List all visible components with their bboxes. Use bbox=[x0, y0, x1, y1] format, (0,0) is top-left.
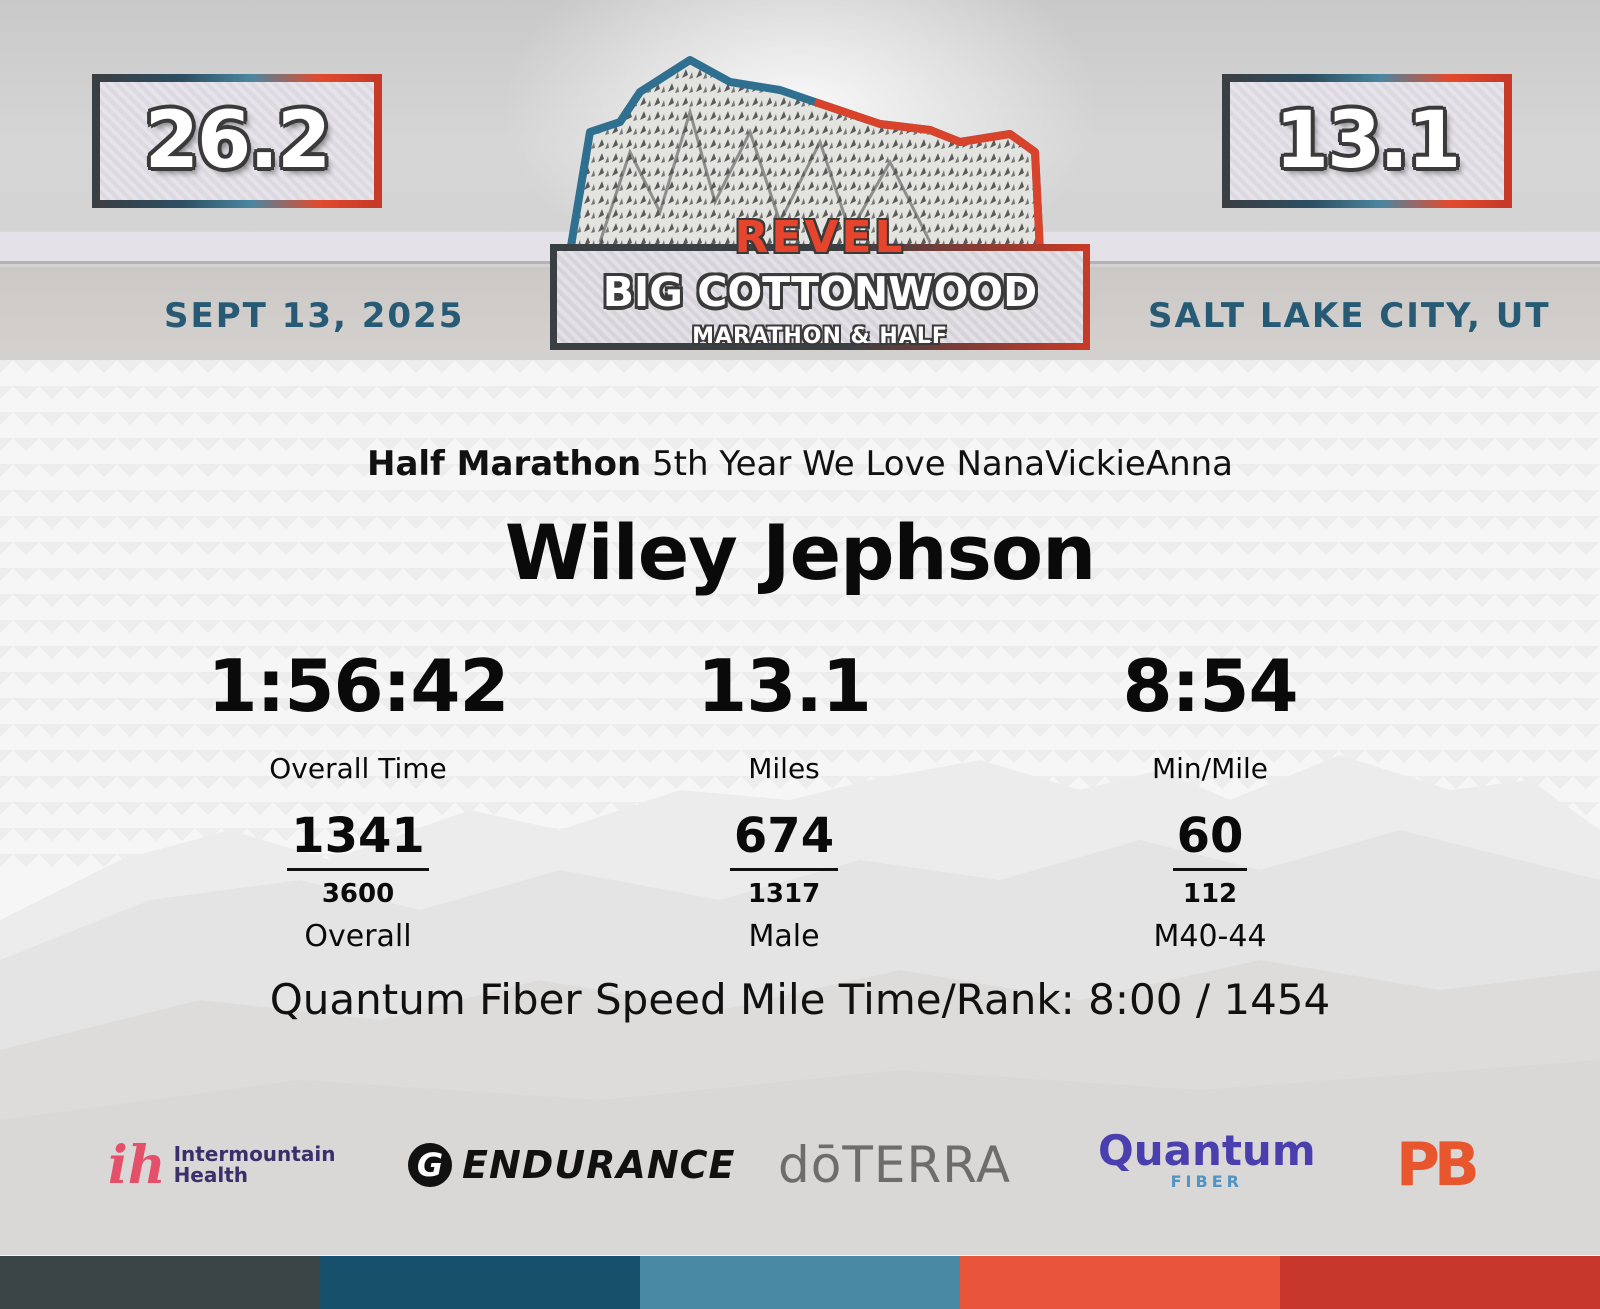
marathon-distance: 26.2 bbox=[144, 96, 331, 186]
race-logo: REVEL BIG COTTONWOOD MARATHON & HALF bbox=[540, 52, 1100, 358]
gender-rank: 674 1317 Male bbox=[584, 812, 984, 954]
overall-time-stat: 1:56:42 Overall Time bbox=[158, 650, 558, 785]
sponsor-quantum-logo: Quantum FIBER bbox=[1098, 1130, 1316, 1200]
event-name: Half Marathon bbox=[366, 444, 642, 484]
intermountain-line1: Intermountain bbox=[173, 1142, 336, 1166]
race-date: SEPT 13, 2025 bbox=[164, 296, 465, 336]
mountain-silhouette bbox=[0, 755, 1600, 1255]
quantum-sub-text: FIBER bbox=[1170, 1172, 1243, 1191]
gatorade-g-icon: G bbox=[408, 1143, 452, 1187]
race-header: 26.2 13.1 SEPT 13, 2025 SALT LAKE CITY, … bbox=[0, 0, 1600, 370]
pbfit-text: PB bbox=[1396, 1130, 1480, 1200]
mountain-logo-icon bbox=[566, 56, 1044, 256]
sponsor-pbfit-logo: PB bbox=[1396, 1130, 1480, 1200]
logo-race-subtitle: MARATHON & HALF bbox=[692, 324, 948, 349]
overall-time-label: Overall Time bbox=[269, 752, 447, 785]
age-group-rank: 60 112 M40-44 bbox=[1010, 812, 1410, 954]
age-group-rank-label: M40-44 bbox=[1153, 919, 1267, 954]
half-distance: 13.1 bbox=[1274, 96, 1461, 186]
doterra-text: dōTERRA bbox=[778, 1136, 1012, 1194]
miles-value: 13.1 bbox=[697, 644, 872, 728]
pace-stat: 8:54 Min/Mile bbox=[1010, 650, 1410, 785]
logo-plate bbox=[550, 244, 1090, 350]
quantum-text: Quantum bbox=[1098, 1126, 1316, 1175]
runner-name: Wiley Jephson bbox=[504, 508, 1096, 597]
race-location: SALT LAKE CITY, UT bbox=[1148, 296, 1551, 336]
event-subtitle: Half Marathon 5th Year We Love NanaVicki… bbox=[0, 444, 1600, 484]
overall-rank: 1341 3600 Overall bbox=[158, 812, 558, 954]
pace-label: Min/Mile bbox=[1151, 752, 1269, 785]
overall-rank-label: Overall bbox=[304, 919, 412, 954]
gender-rank-total: 1317 bbox=[747, 879, 821, 909]
gatorade-text: ENDURANCE bbox=[462, 1143, 736, 1187]
marathon-distance-badge: 26.2 bbox=[92, 74, 382, 208]
sponsor-doterra-logo: dōTERRA bbox=[778, 1130, 1011, 1200]
color-bar-segment bbox=[640, 1256, 960, 1309]
color-bar-segment bbox=[960, 1256, 1280, 1309]
miles-label: Miles bbox=[748, 752, 820, 785]
intermountain-text: Intermountain Health bbox=[174, 1144, 336, 1186]
results-body bbox=[0, 360, 1600, 1255]
half-distance-badge: 13.1 bbox=[1222, 74, 1512, 208]
pace-value: 8:54 bbox=[1122, 644, 1298, 728]
sponsor-intermountain-logo: ih Intermountain Health bbox=[108, 1130, 335, 1200]
age-group-rank-total: 112 bbox=[1182, 879, 1238, 909]
speed-mile-result: Quantum Fiber Speed Mile Time/Rank: 8:00… bbox=[269, 975, 1331, 1024]
logo-race-name: BIG COTTONWOOD bbox=[602, 268, 1038, 316]
bottom-color-bar bbox=[0, 1256, 1600, 1309]
color-bar-segment bbox=[1280, 1256, 1600, 1309]
overall-time-value: 1:56:42 bbox=[207, 644, 509, 728]
logo-brand: REVEL bbox=[734, 212, 906, 263]
color-bar-segment bbox=[0, 1256, 320, 1309]
age-group-rank-place: 60 bbox=[1172, 812, 1248, 871]
intermountain-icon: ih bbox=[108, 1134, 166, 1196]
overall-rank-place: 1341 bbox=[287, 812, 429, 871]
color-bar-segment bbox=[320, 1256, 640, 1309]
miles-stat: 13.1 Miles bbox=[584, 650, 984, 785]
gender-rank-label: Male bbox=[748, 919, 820, 954]
team-name: 5th Year We Love NanaVickieAnna bbox=[652, 444, 1234, 484]
gender-rank-place: 674 bbox=[729, 812, 839, 871]
intermountain-line2: Health bbox=[173, 1163, 249, 1187]
sponsor-gatorade-logo: G ENDURANCE bbox=[408, 1130, 735, 1200]
overall-rank-total: 3600 bbox=[321, 879, 395, 909]
